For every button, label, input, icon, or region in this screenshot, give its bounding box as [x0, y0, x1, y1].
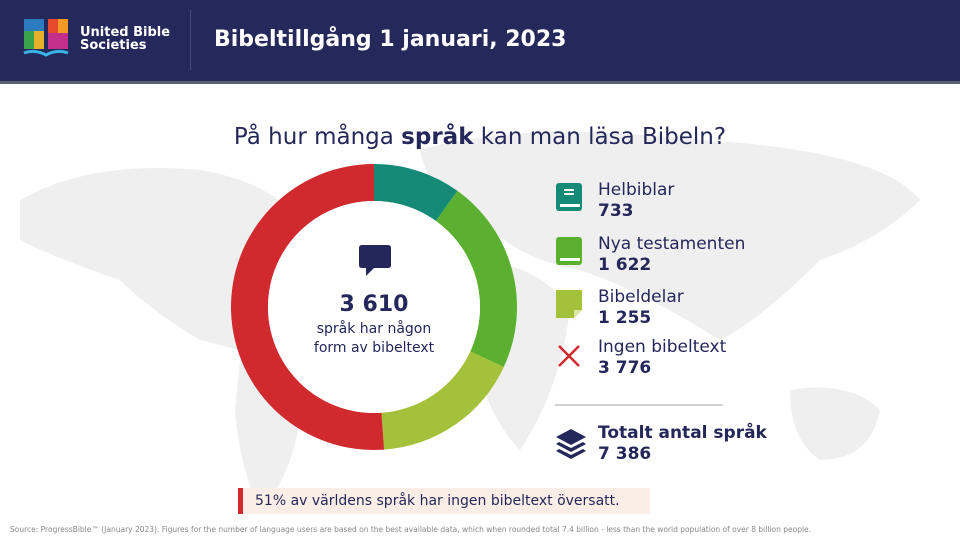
- x-icon: [558, 345, 580, 367]
- question-text-before: På hur många: [233, 124, 402, 150]
- book-icon: [556, 237, 582, 265]
- speech-bubble-icon: [359, 245, 391, 276]
- total-label: Totalt antal språk: [598, 423, 767, 443]
- ubs-logo: [23, 19, 69, 57]
- legend-value: 3 776: [598, 358, 652, 378]
- legend-label: Helbiblar: [598, 180, 675, 200]
- donut-hole: [268, 201, 480, 413]
- question-heading: På hur många språk kan man läsa Bibeln?: [0, 124, 960, 150]
- question-text-bold: språk: [401, 124, 474, 150]
- center-number: 3 610: [339, 292, 409, 317]
- legend-value: 733: [598, 201, 634, 221]
- legend-label: Bibeldelar: [598, 287, 684, 307]
- book-icon: [556, 183, 582, 211]
- page-icon: [556, 290, 582, 318]
- source-footnote: Source: ProgressBible™ (January 2023). F…: [10, 525, 812, 534]
- donut-chart: [230, 164, 517, 450]
- center-text: språk har någon form av bibeltext: [274, 320, 474, 358]
- donut-slice-ingen-bibeltext: [230, 164, 385, 450]
- donut-slice-nya-testamenten: [435, 190, 517, 367]
- legend-value: 1 622: [598, 255, 652, 275]
- legend-divider: [555, 404, 723, 406]
- center-text-line2: form av bibeltext: [313, 340, 435, 356]
- total-value: 7 386: [598, 444, 652, 464]
- org-name-line2: Societies: [80, 38, 147, 53]
- page-title: Bibeltillgång 1 januari, 2023: [214, 27, 567, 52]
- callout-note: 51% av världens språk har ingen bibeltex…: [238, 488, 650, 514]
- org-name: United Bible Societies: [80, 26, 170, 52]
- header-divider: [190, 10, 191, 70]
- donut-slice-bibeldelar: [381, 351, 504, 450]
- legend-value: 1 255: [598, 308, 652, 328]
- legend-label: Nya testamenten: [598, 234, 746, 254]
- donut-slice-helbiblar: [374, 164, 458, 221]
- org-name-line1: United Bible: [80, 25, 171, 40]
- legend-label: Ingen bibeltext: [598, 337, 727, 357]
- center-text-line1: språk har någon: [316, 321, 432, 337]
- layers-icon: [556, 429, 586, 459]
- header-bar: United Bible Societies Bibeltillgång 1 j…: [0, 0, 960, 84]
- question-text-after: kan man läsa Bibeln?: [473, 124, 727, 150]
